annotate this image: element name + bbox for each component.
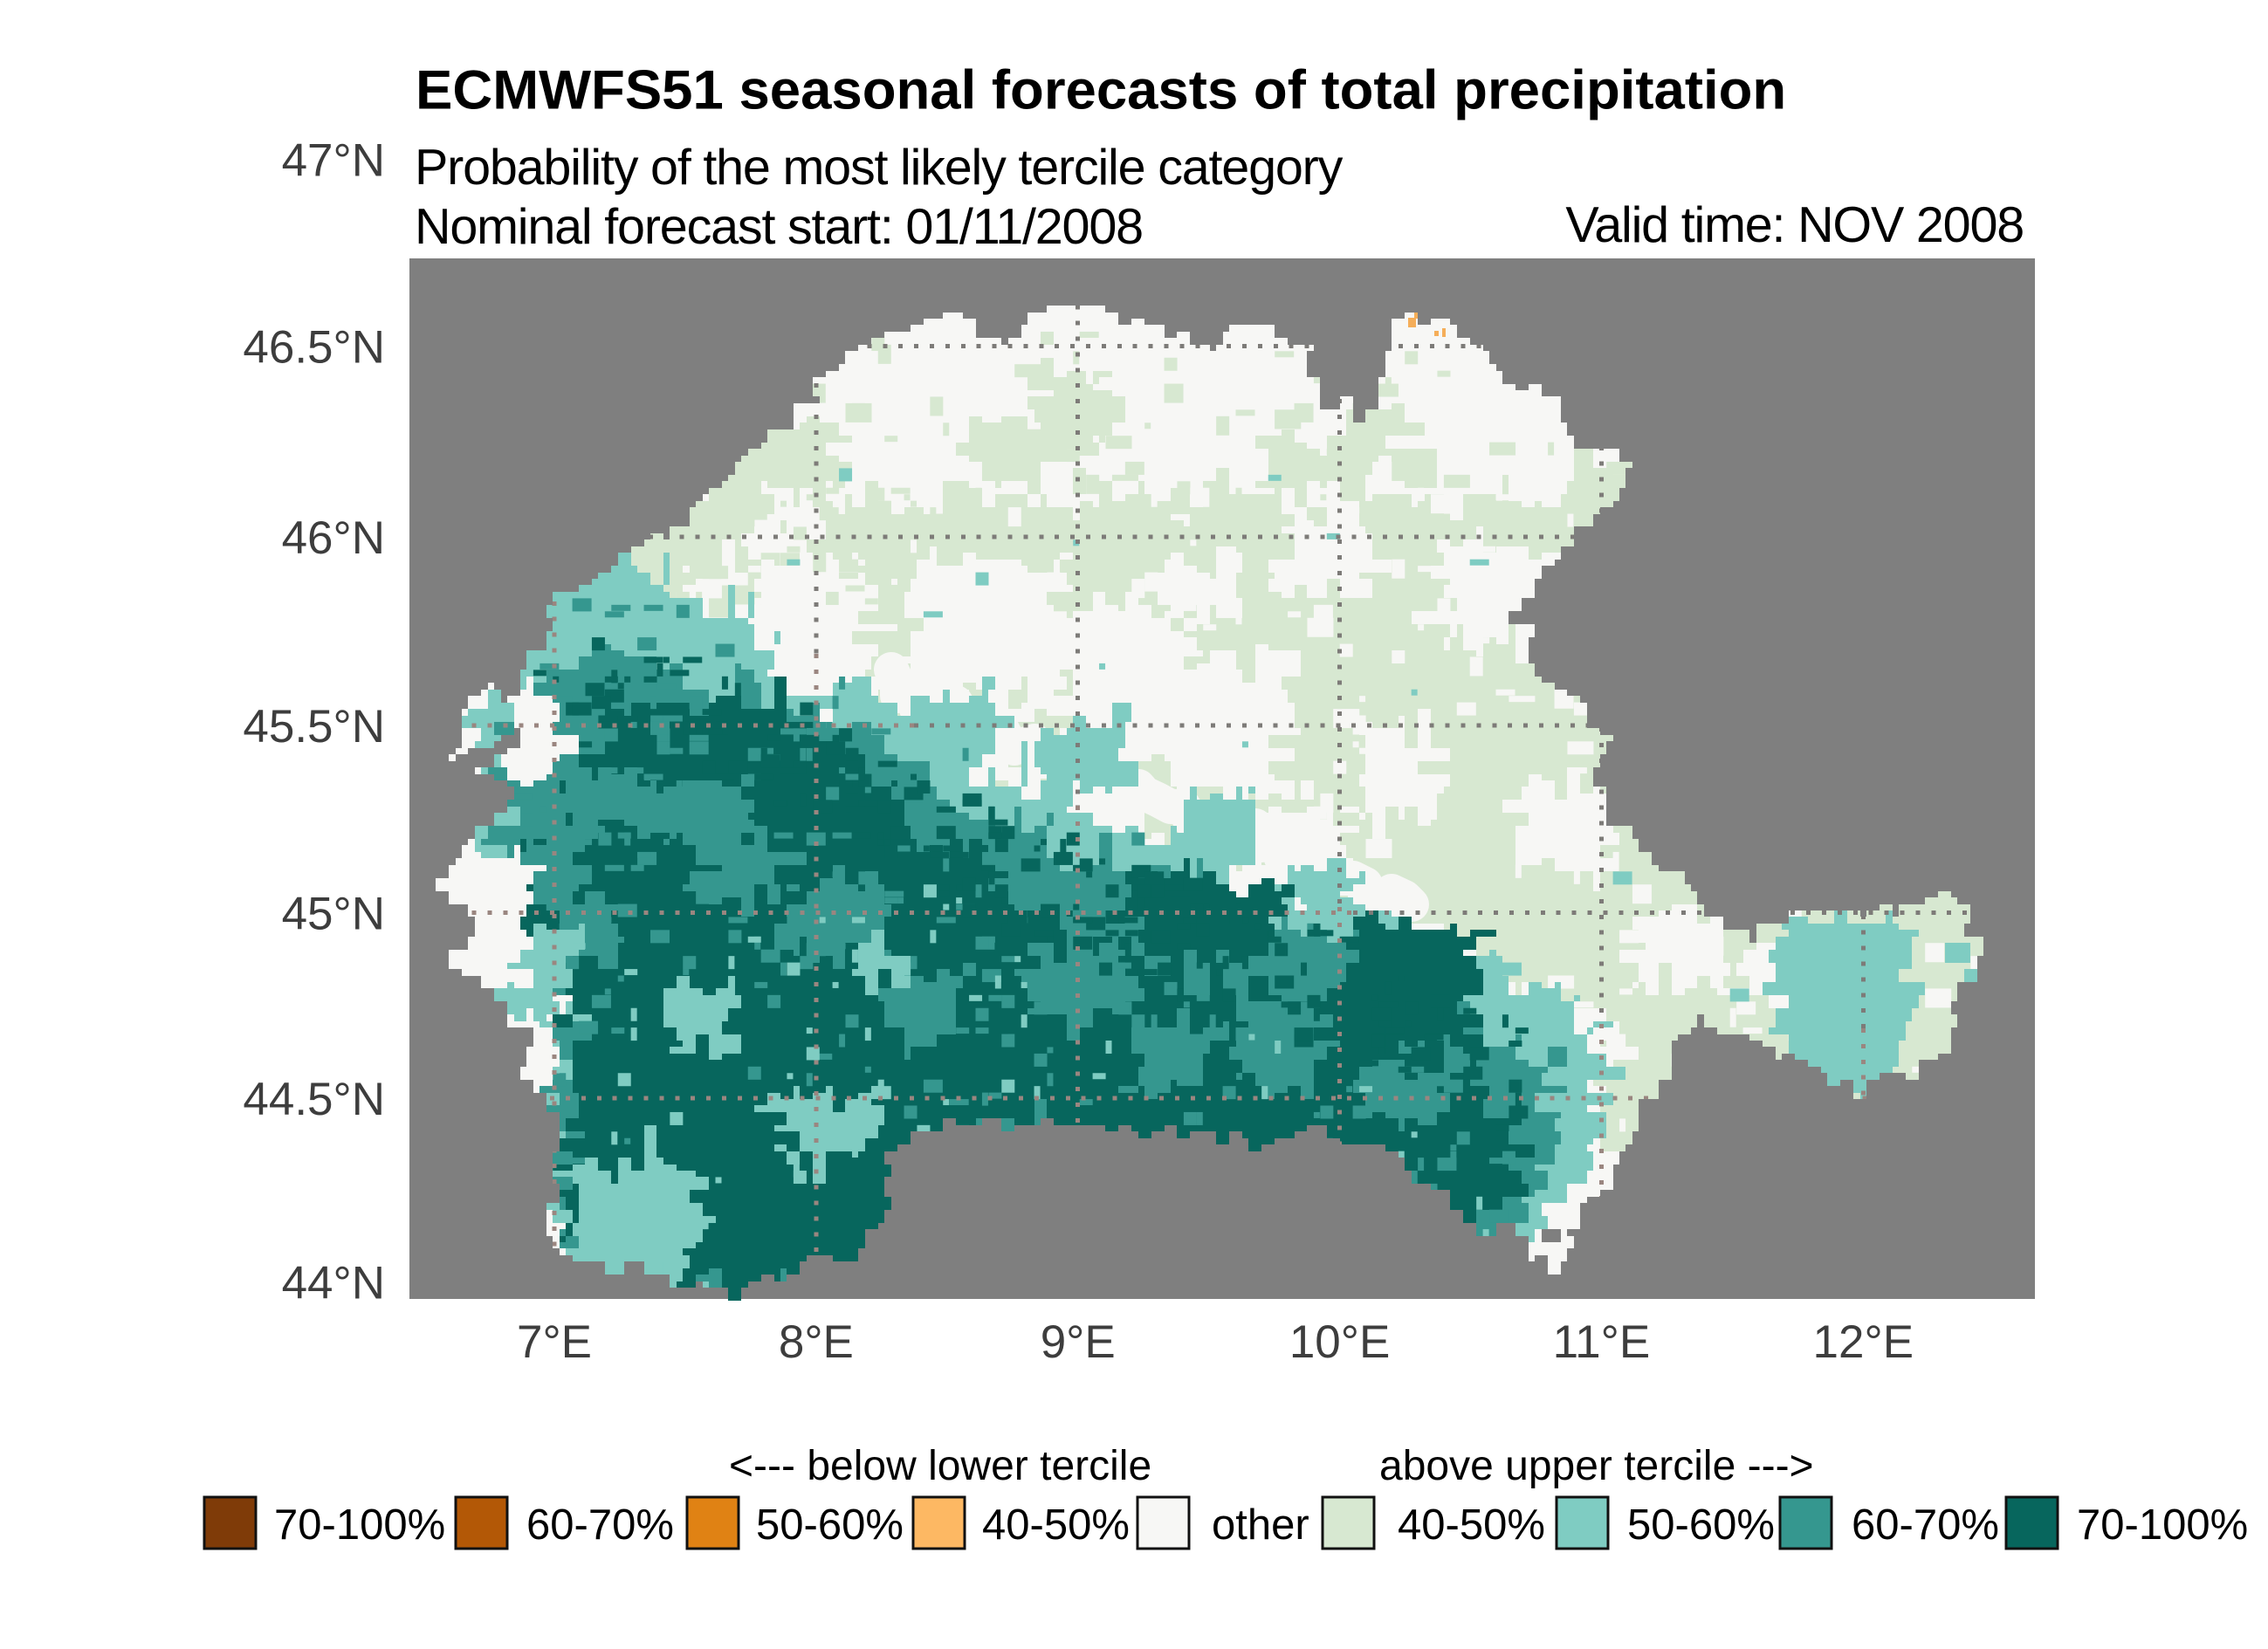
svg-text:45.5°N: 45.5°N bbox=[243, 701, 385, 752]
svg-text:50-60%: 50-60% bbox=[1627, 1501, 1775, 1549]
svg-text:10°E: 10°E bbox=[1289, 1316, 1391, 1368]
svg-text:ECMWFS51 seasonal forecasts of: ECMWFS51 seasonal forecasts of total pre… bbox=[416, 60, 1786, 121]
svg-text:70-100%: 70-100% bbox=[2077, 1501, 2248, 1549]
svg-text:Nominal forecast start: 01/11/: Nominal forecast start: 01/11/2008 bbox=[415, 199, 1143, 255]
svg-text:45°N: 45°N bbox=[282, 888, 385, 939]
svg-text:11°E: 11°E bbox=[1553, 1316, 1651, 1368]
svg-text:40-50%: 40-50% bbox=[982, 1501, 1130, 1549]
svg-text:40-50%: 40-50% bbox=[1398, 1501, 1545, 1549]
svg-text:46.5°N: 46.5°N bbox=[243, 322, 385, 374]
svg-text:above upper tercile --->: above upper tercile ---> bbox=[1379, 1443, 1814, 1489]
svg-text:44.5°N: 44.5°N bbox=[243, 1074, 385, 1125]
svg-text:60-70%: 60-70% bbox=[526, 1501, 674, 1549]
svg-text:9°E: 9°E bbox=[1041, 1316, 1116, 1368]
svg-text:12°E: 12°E bbox=[1813, 1316, 1914, 1368]
svg-text:44°N: 44°N bbox=[282, 1258, 385, 1309]
svg-text:Probability of the most likely: Probability of the most likely tercile c… bbox=[415, 140, 1344, 196]
svg-text:60-70%: 60-70% bbox=[1852, 1501, 1999, 1549]
svg-text:47°N: 47°N bbox=[282, 134, 385, 186]
svg-text:50-60%: 50-60% bbox=[756, 1501, 904, 1549]
svg-text:46°N: 46°N bbox=[282, 512, 385, 564]
svg-text:<--- below lower tercile: <--- below lower tercile bbox=[729, 1443, 1151, 1489]
svg-text:8°E: 8°E bbox=[779, 1316, 854, 1368]
svg-text:Valid time: NOV 2008: Valid time: NOV 2008 bbox=[1565, 197, 2024, 253]
svg-text:70-100%: 70-100% bbox=[274, 1501, 445, 1549]
svg-text:other: other bbox=[1212, 1501, 1309, 1549]
svg-text:7°E: 7°E bbox=[517, 1316, 592, 1368]
